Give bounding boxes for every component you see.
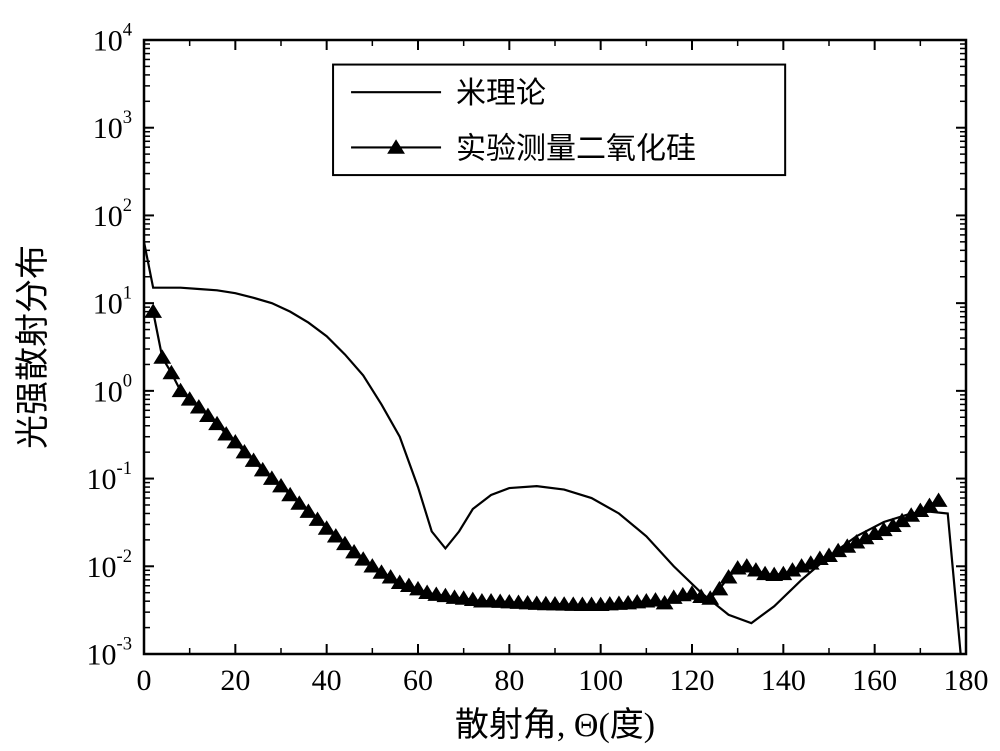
mie-theory-line [144, 242, 961, 663]
legend-label: 实验测量二氧化硅 [456, 132, 696, 165]
svg-text:120: 120 [670, 664, 715, 697]
svg-text:102: 102 [93, 195, 132, 233]
scattering-chart: 0 20 40 60 80 100 120 140 160 180 散射角, Θ(度) 10-3 10-… [0, 0, 1000, 751]
svg-text:60: 60 [403, 664, 433, 697]
svg-text:光强散射分布: 光强散射分布 [14, 245, 52, 449]
svg-text:101: 101 [93, 283, 132, 321]
svg-text:100: 100 [93, 370, 132, 408]
svg-text:100: 100 [578, 664, 623, 697]
svg-text:104: 104 [93, 20, 132, 58]
legend-label: 米理论 [456, 77, 546, 110]
svg-text:10-1: 10-1 [87, 458, 133, 496]
svg-text:140: 140 [761, 664, 806, 697]
svg-text:10-2: 10-2 [87, 546, 133, 584]
svg-text:散射角, Θ(度): 散射角, Θ(度) [455, 706, 655, 744]
experimental-markers [145, 304, 946, 610]
svg-text:80: 80 [494, 664, 524, 697]
svg-text:20: 20 [220, 664, 250, 697]
svg-text:10-3: 10-3 [87, 634, 133, 672]
svg-text:40: 40 [312, 664, 342, 697]
svg-text:160: 160 [852, 664, 897, 697]
svg-text:180: 180 [944, 664, 989, 697]
svg-text:103: 103 [93, 107, 132, 145]
svg-text:0: 0 [137, 664, 152, 697]
